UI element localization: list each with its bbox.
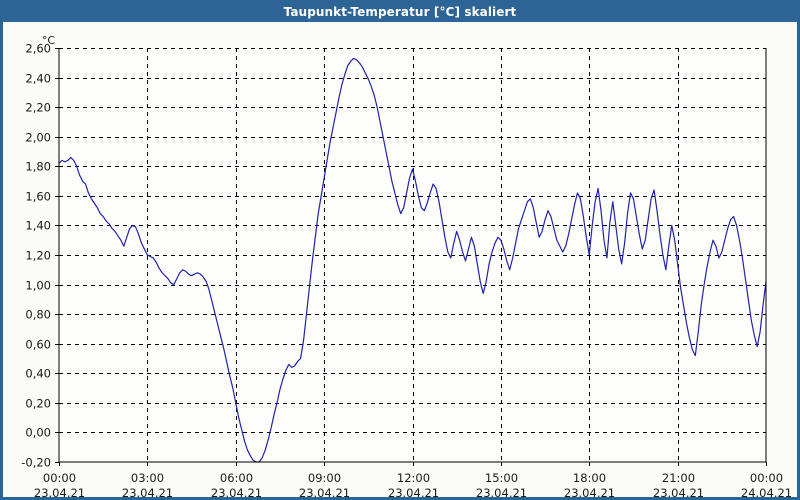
y-tick-label: 0,80 bbox=[25, 308, 51, 322]
window-title: Taupunkt-Temperatur [°C] skaliert bbox=[3, 3, 797, 22]
x-tick-label-time: 21:00 bbox=[662, 471, 695, 485]
y-tick-label: 0,00 bbox=[25, 426, 51, 440]
x-tick-label-date: 23.04.21 bbox=[299, 486, 350, 497]
x-tick-label-time: 00:00 bbox=[750, 471, 783, 485]
x-tick-label-date: 23.04.21 bbox=[653, 486, 704, 497]
y-tick-label: 0,60 bbox=[25, 338, 51, 352]
y-tick-label: 1,60 bbox=[25, 190, 51, 204]
y-tick-label: 1,40 bbox=[25, 219, 51, 233]
x-tick-label-time: 00:00 bbox=[43, 471, 76, 485]
data-series-line bbox=[58, 57, 767, 463]
x-gridlines bbox=[147, 48, 679, 462]
y-tick-labels: 2,60 2,40 2,20 2,00 1,80 1,60 1,40 1,20 1,00 0,80… bbox=[21, 42, 51, 470]
chart-plot-area: 2,60 2,40 2,20 2,00 1,80 1,60 1,40 1,20 1,00 0,80… bbox=[3, 22, 797, 497]
x-tick-label-time: 18:00 bbox=[573, 471, 606, 485]
x-tick-label-date: 23.04.21 bbox=[476, 486, 527, 497]
y-tick-label: 0,20 bbox=[25, 397, 51, 411]
x-tick-label-date: 23.04.21 bbox=[388, 486, 439, 497]
x-tick-label-time: 12:00 bbox=[397, 471, 430, 485]
x-tick-label-time: 06:00 bbox=[220, 471, 253, 485]
x-tick-label-date: 23.04.21 bbox=[122, 486, 173, 497]
x-tick-label-time: 15:00 bbox=[485, 471, 518, 485]
x-tick-label-date: 24.04.21 bbox=[741, 486, 792, 497]
y-tick-label: 2,40 bbox=[25, 72, 51, 86]
y-tick-label: 1,00 bbox=[25, 279, 51, 293]
x-tick-label-date: 23.04.21 bbox=[34, 486, 85, 497]
x-tick-marks bbox=[59, 462, 767, 466]
y-gridlines bbox=[59, 48, 766, 433]
chart-svg: 2,60 2,40 2,20 2,00 1,80 1,60 1,40 1,20 1,00 0,80… bbox=[21, 34, 792, 497]
x-tick-labels: 00:0023.04.2103:0023.04.2106:0023.04.210… bbox=[34, 471, 792, 497]
y-tick-marks bbox=[55, 48, 59, 463]
y-axis-unit-label: °C bbox=[42, 34, 56, 47]
y-tick-label: 1,20 bbox=[25, 249, 51, 263]
x-tick-label-date: 23.04.21 bbox=[211, 486, 262, 497]
y-tick-label: 0,40 bbox=[25, 367, 51, 381]
x-tick-label-time: 09:00 bbox=[308, 471, 341, 485]
y-tick-label: 2,60 bbox=[25, 42, 51, 56]
y-tick-label: 1,80 bbox=[25, 160, 51, 174]
x-tick-label-time: 03:00 bbox=[131, 471, 164, 485]
y-tick-label: -0,20 bbox=[21, 456, 51, 470]
y-tick-label: 2,00 bbox=[25, 131, 51, 145]
x-tick-label-date: 23.04.21 bbox=[564, 486, 615, 497]
y-tick-label: 2,20 bbox=[25, 101, 51, 115]
